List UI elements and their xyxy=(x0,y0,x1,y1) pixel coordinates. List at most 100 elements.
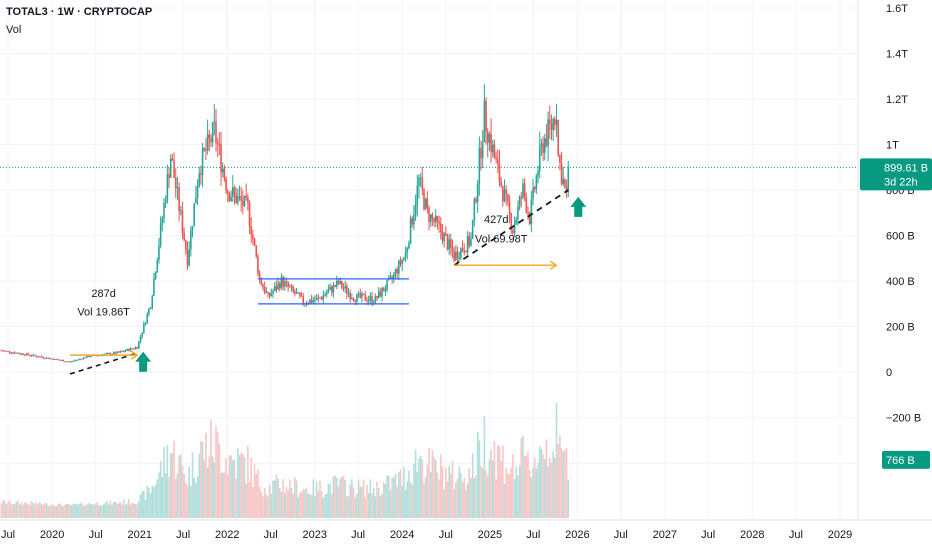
candle-body xyxy=(30,355,33,357)
candle-body xyxy=(131,348,133,350)
candle-body xyxy=(70,361,73,363)
volume-bar xyxy=(87,502,90,518)
volume-bar xyxy=(55,505,58,518)
volume-bar xyxy=(201,441,204,518)
x-axis[interactable]: Jul 2020 Jul 2021 Jul 2022 Jul 2023 Jul 2024 Jul 20… xyxy=(0,519,932,541)
candle-body xyxy=(466,235,469,253)
x-tick-label: 2028 xyxy=(740,529,764,541)
last-price-badge xyxy=(860,158,932,191)
candle-body xyxy=(34,354,36,356)
candle-body xyxy=(12,352,14,354)
volume-bar xyxy=(505,468,507,518)
candle-body xyxy=(273,286,276,292)
volume-bar xyxy=(45,502,48,518)
volume-bar xyxy=(183,473,185,518)
volume-bar xyxy=(226,475,229,518)
volume-bar xyxy=(403,467,405,518)
volume-bar xyxy=(460,472,462,518)
candle-body xyxy=(441,231,444,242)
volume-bar xyxy=(344,479,346,518)
volume-bar xyxy=(5,503,8,518)
candle-body xyxy=(173,160,175,178)
volume-bar xyxy=(374,496,377,518)
volume-bar xyxy=(168,477,170,518)
volume-bar xyxy=(357,479,360,518)
candle-body xyxy=(540,143,543,147)
candle-body xyxy=(488,134,491,143)
volume-bar xyxy=(32,502,34,518)
candle-body xyxy=(471,220,474,239)
candle-body xyxy=(330,286,333,293)
volume-bar xyxy=(250,457,253,518)
volume-indicator-label[interactable]: Vol xyxy=(6,24,22,36)
candle-body xyxy=(299,292,301,296)
candlesticks xyxy=(0,84,570,363)
volume-bar xyxy=(245,483,247,518)
y-tick-label: 1.2T xyxy=(886,94,908,106)
volume-bar xyxy=(502,445,504,518)
candle-body xyxy=(270,293,273,296)
candle-body xyxy=(565,187,568,193)
candle-body xyxy=(428,207,430,223)
candle-body xyxy=(297,292,299,294)
candle-body xyxy=(517,206,519,220)
candle-body xyxy=(361,293,363,298)
volume-bar xyxy=(166,445,169,518)
candle-body xyxy=(287,282,289,287)
volume-bar xyxy=(29,505,31,518)
volume-bar xyxy=(129,504,132,518)
volume-bar xyxy=(386,475,388,518)
price-badges: 899.61 B 3d 22h 766 B xyxy=(860,158,932,469)
volume-bar xyxy=(146,485,149,518)
volume-bar xyxy=(408,470,410,518)
volume-bar xyxy=(500,460,502,518)
volume-bar xyxy=(341,476,343,518)
candle-body xyxy=(252,235,254,240)
volume-bar xyxy=(134,504,137,518)
volume-bar xyxy=(433,456,435,518)
volume-bar xyxy=(513,478,516,518)
candle-body xyxy=(62,360,65,362)
volume-bar xyxy=(356,493,358,518)
volume-bar xyxy=(302,489,305,518)
up-arrow-marker xyxy=(135,351,152,372)
candle-body xyxy=(211,122,214,143)
volume-bar xyxy=(223,472,226,518)
candle-body xyxy=(310,299,313,303)
volume-bar xyxy=(404,490,407,518)
volume-bar xyxy=(342,475,345,518)
candle-body xyxy=(27,353,29,355)
candle-body xyxy=(3,350,6,352)
candle-body xyxy=(171,158,174,161)
candle-body xyxy=(111,354,113,355)
volume-bar xyxy=(371,493,373,518)
volume-bar xyxy=(468,468,471,518)
candle-body xyxy=(394,269,397,274)
volume-bar xyxy=(543,459,546,518)
candle-body xyxy=(495,157,497,160)
volume-bar xyxy=(156,479,159,518)
candle-body xyxy=(522,183,524,198)
symbol-title[interactable]: TOTAL3 · 1W · CRYPTOCAP xyxy=(6,6,153,18)
candle-body xyxy=(186,249,189,266)
candle-body xyxy=(42,357,45,359)
candle-body xyxy=(169,158,172,178)
volume-bar xyxy=(136,504,138,518)
candle-body xyxy=(200,173,202,176)
candle-body xyxy=(315,297,318,301)
volume-bar xyxy=(384,483,387,518)
volume-bar xyxy=(445,467,447,518)
candle-body xyxy=(144,323,147,324)
volume-bar xyxy=(238,454,241,518)
candle-body xyxy=(535,175,538,190)
candle-body xyxy=(354,300,357,302)
grid xyxy=(0,0,858,520)
candle-body xyxy=(364,295,367,301)
volume-bar xyxy=(476,431,479,518)
candle-body xyxy=(436,215,439,222)
candle-body xyxy=(518,196,521,207)
candle-body xyxy=(174,177,177,189)
volume-bar xyxy=(398,472,400,518)
